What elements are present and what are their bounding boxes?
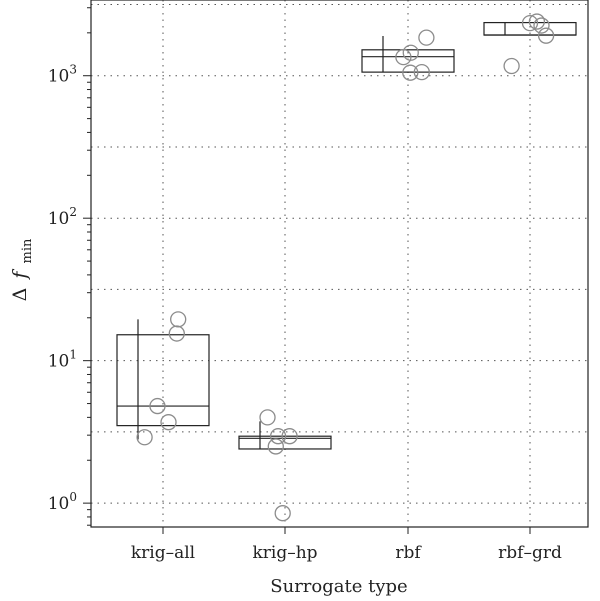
y-tick-label-2: 102 — [48, 205, 77, 229]
y-axis-label: Δ f min — [9, 238, 35, 301]
data-point-0-3 — [168, 325, 185, 342]
data-point-3-2 — [528, 13, 546, 30]
data-point-0-1 — [149, 397, 166, 415]
data-point-0-2 — [160, 414, 177, 431]
data-point-0-4 — [170, 311, 187, 328]
box-0 — [116, 334, 210, 427]
data-point-0-0 — [136, 429, 153, 446]
x-tick-label-0: krig–all — [131, 543, 195, 563]
y-axis-label-delta: Δ — [9, 288, 31, 302]
data-point-2-3 — [413, 63, 430, 81]
y-tick-label-0: 100 — [48, 490, 77, 514]
y-tick-exponent: 0 — [69, 490, 77, 504]
y-tick-label-3: 103 — [48, 63, 77, 87]
plot-frame — [90, 0, 589, 528]
data-point-2-1 — [402, 64, 419, 81]
y-tick-exponent: 1 — [69, 348, 77, 362]
box-series — [116, 21, 577, 450]
y-tick-base: 10 — [48, 352, 70, 372]
y-tick-exponent: 2 — [69, 205, 77, 219]
y-axis-label-sub: min — [20, 238, 35, 263]
x-axis-label: Surrogate type — [270, 576, 407, 597]
data-point-1-1 — [267, 438, 284, 455]
data-point-3-0 — [503, 57, 520, 75]
grid-lines — [91, 0, 588, 527]
box-2 — [361, 49, 455, 73]
data-point-2-2 — [402, 44, 419, 61]
data-point-1-3 — [274, 505, 291, 522]
x-tick-label-3: rbf–grd — [498, 543, 562, 563]
x-tick-label-1: krig–hp — [252, 543, 317, 563]
point-series — [136, 13, 555, 522]
x-tick-label-2: rbf — [395, 543, 422, 563]
data-point-1-0 — [259, 409, 276, 426]
x-axis: krig–all krig–hp rbf rbf–grd — [131, 527, 562, 563]
data-point-3-3 — [533, 17, 550, 34]
y-tick-base: 10 — [48, 209, 70, 229]
y-tick-label-1: 101 — [48, 348, 77, 372]
data-point-3-1 — [521, 14, 539, 32]
data-point-1-4 — [281, 428, 298, 445]
y-tick-exponent: 3 — [69, 63, 77, 77]
y-axis-label-f: f — [9, 269, 31, 281]
y-tick-base: 10 — [48, 67, 70, 87]
data-point-1-2 — [269, 428, 287, 445]
y-tick-base: 10 — [48, 494, 70, 514]
data-point-2-4 — [418, 29, 435, 46]
data-point-3-4 — [537, 27, 555, 44]
